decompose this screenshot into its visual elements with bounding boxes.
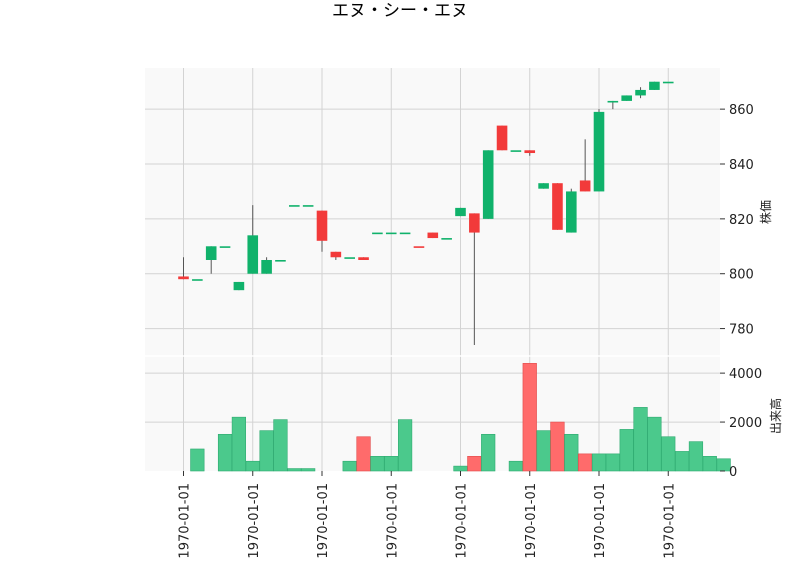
volume-bar (688, 441, 704, 472)
candle-body (275, 260, 286, 262)
volume-bar (384, 456, 399, 472)
volume-bar (605, 453, 620, 472)
volume-bar (397, 419, 413, 472)
price-tick-label: 860 (729, 103, 754, 118)
volume-bar (273, 419, 288, 472)
price-tick-label: 820 (729, 213, 754, 228)
volume-bar (550, 421, 565, 472)
volume-bar (674, 451, 690, 472)
volume-bar (287, 468, 302, 472)
volume-bar (370, 456, 385, 472)
candle-body (413, 246, 425, 248)
y-axis-ticks: 780 800 820 840 860 0 2000 4000 (720, 103, 762, 480)
x-tick-label: 1970-01-01 (662, 483, 677, 559)
candle-body (455, 207, 466, 217)
volume-bar (633, 407, 648, 472)
volume-bar (661, 436, 676, 472)
price-panel-background (145, 68, 720, 356)
x-tick-label: 1970-01-01 (593, 483, 608, 559)
candle-body (261, 260, 272, 274)
grid-lines (145, 68, 720, 471)
volume-bar (536, 430, 551, 472)
volume-bars (190, 363, 731, 472)
volume-bar (647, 416, 662, 472)
volume-bar (342, 460, 357, 472)
candle-body (316, 210, 328, 241)
x-tick-label: 1970-01-01 (524, 483, 539, 559)
candle-body (427, 232, 439, 239)
candle-body (510, 150, 522, 152)
volume-bar (190, 448, 205, 472)
candle-body (524, 150, 536, 154)
x-tick-label: 1970-01-01 (178, 483, 193, 559)
candle-body (302, 205, 314, 207)
volume-bar (702, 456, 717, 472)
candle-body (385, 232, 397, 235)
price-tick-label: 800 (729, 268, 754, 283)
volume-bar (259, 430, 274, 472)
candle-body (233, 281, 245, 291)
candlesticks (178, 81, 674, 346)
volume-bar (231, 416, 247, 472)
price-axis-label: 株価 (758, 200, 773, 224)
volume-bar (467, 456, 482, 472)
candle-body (607, 100, 619, 103)
price-tick-label: 780 (729, 323, 754, 338)
x-tick-label: 1970-01-01 (385, 483, 400, 559)
candle-body (566, 191, 577, 233)
candle-body (372, 232, 383, 235)
candle-body (344, 257, 355, 259)
candle-body (247, 235, 259, 274)
volume-tick-label: 0 (729, 465, 737, 480)
volume-tick-label: 4000 (729, 367, 762, 382)
volume-bar (578, 453, 593, 472)
candle-body (330, 251, 342, 258)
volume-bar (522, 363, 537, 472)
volume-bar (356, 436, 371, 472)
x-tick-label: 1970-01-01 (455, 483, 470, 559)
volume-bar (591, 453, 607, 472)
candle-body (469, 213, 480, 233)
volume-bar (245, 460, 260, 472)
volume-bar (453, 465, 468, 472)
candle-body (289, 205, 300, 207)
candle-body (593, 111, 605, 192)
candle-body (635, 89, 646, 96)
volume-bar (619, 429, 634, 472)
candle-body (192, 279, 203, 281)
chart-title: エヌ・シー・エヌ (332, 1, 468, 21)
candle-body (621, 95, 632, 101)
volume-tick-label: 2000 (729, 416, 762, 431)
volume-bar (508, 460, 524, 472)
candle-body (219, 246, 231, 248)
volume-bar (564, 433, 579, 472)
candle-body (538, 183, 549, 189)
x-tick-label: 1970-01-01 (316, 483, 331, 559)
x-tick-label: 1970-01-01 (247, 483, 262, 559)
candle-body (662, 81, 674, 84)
candle-body (496, 125, 508, 151)
volume-bar (301, 468, 316, 472)
x-axis-ticks: 1970-01-01 1970-01-01 1970-01-01 1970-01-01… (178, 471, 677, 559)
candle-body (358, 257, 369, 260)
volume-axis-label: 出来高 (768, 398, 783, 434)
candle-body (441, 238, 452, 240)
volume-bar (217, 433, 233, 472)
volume-bar (481, 433, 496, 472)
candle-body (649, 81, 660, 90)
candle-body (205, 246, 217, 260)
candle-body (552, 183, 563, 230)
candle-body (579, 180, 591, 192)
candle-body (482, 150, 494, 219)
candle-body (399, 232, 411, 235)
candle-body (178, 276, 189, 280)
price-tick-label: 840 (729, 158, 754, 173)
